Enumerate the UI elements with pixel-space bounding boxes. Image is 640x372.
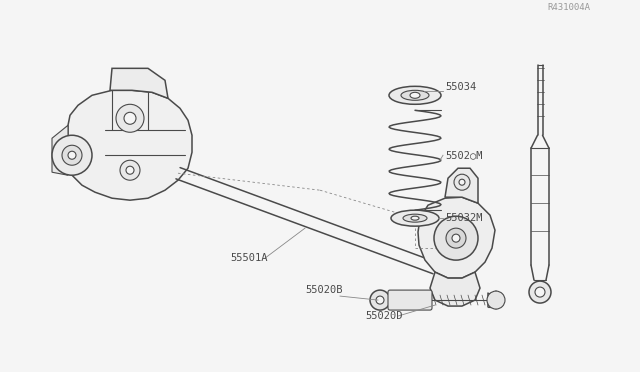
Text: 55032M: 55032M [445, 213, 483, 223]
Circle shape [529, 281, 551, 303]
Ellipse shape [410, 92, 420, 98]
Circle shape [52, 135, 92, 175]
Circle shape [126, 166, 134, 174]
Text: 55020D: 55020D [365, 311, 403, 321]
Circle shape [487, 291, 505, 309]
Circle shape [68, 151, 76, 159]
Polygon shape [418, 197, 495, 278]
Text: 55501A: 55501A [230, 253, 268, 263]
Text: R431004A: R431004A [547, 3, 590, 12]
Ellipse shape [389, 86, 441, 104]
Circle shape [62, 145, 82, 165]
Circle shape [446, 228, 466, 248]
Text: 55034: 55034 [445, 82, 476, 92]
Ellipse shape [391, 210, 439, 226]
Circle shape [454, 174, 470, 190]
Circle shape [452, 234, 460, 242]
Ellipse shape [411, 216, 419, 220]
Circle shape [459, 179, 465, 185]
Circle shape [376, 296, 384, 304]
Circle shape [116, 104, 144, 132]
Polygon shape [68, 90, 192, 200]
Text: 55020B: 55020B [305, 285, 342, 295]
Polygon shape [430, 272, 480, 306]
Circle shape [434, 216, 478, 260]
Ellipse shape [401, 90, 429, 100]
Polygon shape [52, 125, 68, 175]
Circle shape [120, 160, 140, 180]
Polygon shape [445, 168, 478, 203]
FancyBboxPatch shape [388, 290, 432, 310]
Text: 5502○M: 5502○M [445, 150, 483, 160]
Circle shape [370, 290, 390, 310]
Circle shape [535, 287, 545, 297]
Circle shape [124, 112, 136, 124]
Polygon shape [110, 68, 168, 98]
Ellipse shape [403, 214, 427, 222]
